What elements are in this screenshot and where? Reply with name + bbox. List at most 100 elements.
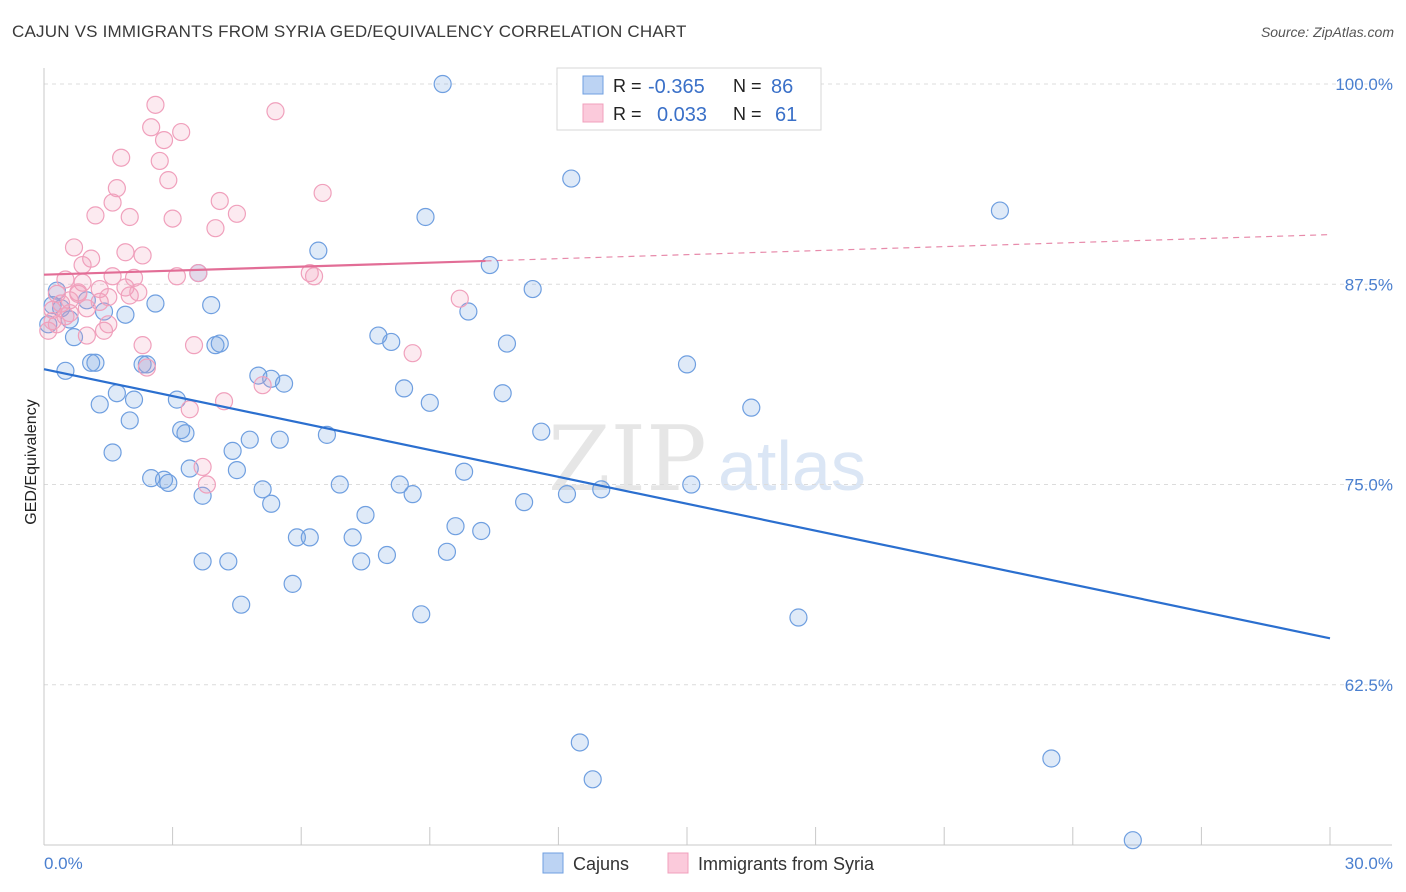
cajuns-point	[557, 485, 577, 504]
cajuns-point	[124, 390, 144, 409]
cajuns-point	[86, 353, 105, 372]
syria-point	[450, 289, 469, 308]
stats-swatch-syria	[582, 103, 604, 123]
cajuns-point	[227, 461, 246, 480]
stats-legend: R = -0.365 N = 86 R = 0.033 N = 61	[556, 67, 822, 131]
syria-point	[137, 358, 156, 377]
cajuns-point	[283, 574, 302, 593]
cajuns-point	[176, 424, 195, 443]
syria-point	[159, 171, 178, 190]
cajuns-point	[377, 545, 397, 565]
cajuns-point	[146, 294, 165, 313]
trend-line-syria-dashed	[485, 234, 1331, 262]
cajuns-point	[472, 521, 491, 541]
cajuns-point	[300, 528, 319, 547]
syria-point	[172, 122, 191, 142]
cajuns-point	[330, 475, 349, 494]
cajuns-point	[742, 398, 761, 417]
syria-point	[82, 249, 101, 268]
cajuns-point	[159, 473, 178, 493]
legend-label-syria: Immigrants from Syria	[698, 854, 875, 874]
syria-point	[142, 118, 161, 137]
syria-point	[193, 457, 212, 477]
cajuns-point	[352, 552, 371, 571]
cajuns-point	[394, 379, 414, 398]
syria-point	[116, 243, 135, 262]
cajuns-point	[480, 255, 499, 275]
gridlines	[44, 83, 1392, 686]
cajuns-point	[232, 595, 251, 614]
cajuns-point	[90, 395, 109, 414]
syria-point	[103, 193, 122, 212]
stats-r-label-syria: R =	[613, 104, 642, 124]
trend-lines	[43, 234, 1331, 640]
cajuns-point	[497, 334, 517, 353]
cajuns-point	[317, 425, 337, 444]
stats-n-value-syria: 61	[775, 104, 797, 126]
y-axis-label: GED/Equivalency	[23, 399, 40, 524]
cajuns-point	[223, 441, 242, 460]
cajuns-point	[437, 542, 457, 561]
stats-swatch-cajuns	[582, 75, 604, 95]
cajuns-point	[1123, 831, 1142, 850]
cajuns-point	[309, 241, 328, 260]
cajuns-point	[493, 384, 512, 403]
syria-point	[77, 299, 96, 318]
cajuns-point	[390, 475, 409, 494]
cajuns-point	[403, 485, 422, 504]
chart-title: CAJUN VS IMMIGRANTS FROM SYRIA GED/EQUIV…	[12, 22, 687, 41]
cajuns-point	[202, 296, 221, 315]
stats-r-label-cajuns: R =	[613, 76, 642, 96]
syria-point	[146, 95, 165, 114]
cajuns-point	[454, 462, 474, 481]
cajuns-point	[420, 393, 439, 412]
syria-point	[64, 238, 84, 257]
legend-swatch-cajuns	[542, 852, 564, 874]
legend-swatch-syria	[667, 852, 689, 874]
syria-point	[99, 287, 118, 307]
syria-point	[184, 336, 204, 355]
cajuns-point	[103, 443, 122, 462]
cajuns-point	[459, 302, 478, 321]
y-tick-label: 75.0%	[1345, 476, 1393, 495]
y-tick-labels: 100.0% 87.5% 75.0% 62.5%	[1335, 75, 1393, 695]
syria-point	[167, 267, 186, 286]
stats-n-value-cajuns: 86	[771, 76, 793, 98]
cajuns-point	[382, 332, 401, 352]
cajuns-point	[343, 528, 362, 547]
syria-point	[154, 130, 174, 150]
cajuns-point	[210, 334, 229, 353]
syria-point	[150, 151, 169, 171]
watermark-atlas: atlas	[718, 427, 866, 505]
cajuns-point	[416, 207, 435, 227]
syria-point	[47, 284, 66, 303]
x-tick-label: 0.0%	[44, 854, 83, 873]
cajuns-point	[677, 355, 697, 374]
cajuns-point	[562, 169, 581, 188]
stats-r-value-cajuns: -0.365	[648, 76, 705, 98]
cajuns-point	[219, 552, 238, 571]
syria-point	[304, 267, 324, 286]
syria-point	[197, 475, 216, 494]
syria-point	[77, 326, 96, 345]
cajuns-point	[262, 494, 281, 513]
cajuns-point	[433, 74, 452, 94]
cajuns-point	[592, 480, 611, 499]
cajuns-point	[270, 430, 289, 449]
stats-n-label-cajuns: N =	[733, 76, 762, 96]
syria-point	[253, 376, 272, 395]
syria-point	[403, 344, 422, 363]
syria-point	[99, 315, 118, 334]
y-tick-label: 100.0%	[1335, 75, 1393, 94]
syria-point	[107, 179, 126, 198]
bottom-legend: Cajuns Immigrants from Syria	[542, 852, 875, 874]
syria-point	[133, 336, 152, 355]
cajuns-point	[356, 505, 375, 525]
cajuns-point	[56, 361, 75, 380]
cajuns-point	[193, 486, 212, 505]
syria-point	[266, 102, 285, 121]
y-tick-label: 62.5%	[1345, 676, 1393, 695]
cajuns-point	[570, 733, 589, 752]
x-tick-labels: 0.0% 30.0%	[44, 854, 1393, 873]
